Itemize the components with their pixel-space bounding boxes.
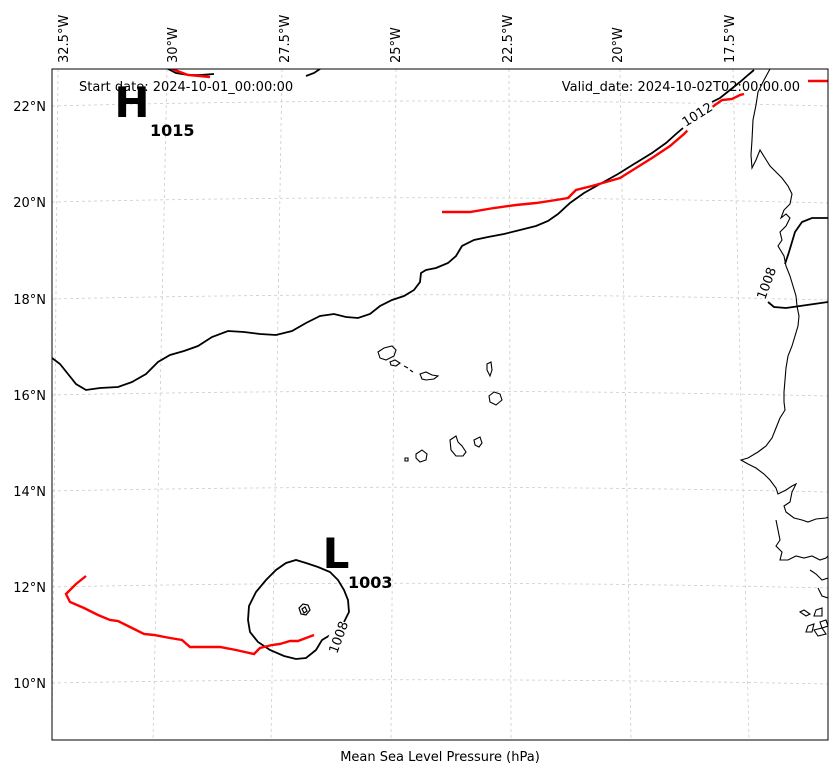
contour-label-bg <box>752 264 780 302</box>
map-frame <box>51 68 829 741</box>
africa-coast <box>739 69 828 523</box>
island <box>486 361 493 378</box>
isobar-inner <box>301 606 308 614</box>
gridline-lon <box>619 69 632 740</box>
gridline-lon <box>390 69 397 740</box>
lon-tick: 25°W <box>389 27 404 63</box>
lat-tick: 14°N <box>13 485 46 500</box>
lon-tick: 20°W <box>611 27 626 63</box>
gridline-lon <box>732 69 750 740</box>
isobar-low <box>247 559 350 660</box>
coastline <box>377 69 828 637</box>
island <box>389 359 401 367</box>
contour-label-bg <box>324 618 352 656</box>
island <box>403 365 414 373</box>
low-pressure-value: 1003 <box>348 573 393 592</box>
graticule <box>52 69 828 740</box>
africa-coast <box>798 569 828 637</box>
isobar-east <box>767 301 828 309</box>
lat-tick: 16°N <box>13 389 46 404</box>
gridline-lat <box>52 197 828 204</box>
gridline-lon <box>152 69 168 740</box>
isobar-top <box>305 69 321 77</box>
valid-date: Valid_date: 2024-10-02T02:00:00.00 <box>562 80 800 95</box>
gridline-lat <box>52 294 828 301</box>
contour-label-bg <box>677 96 717 132</box>
isobar-north <box>711 69 755 103</box>
lat-tick: 12°N <box>13 581 46 596</box>
lon-tick: 17.5°W <box>723 15 738 63</box>
high-pressure-value: 1015 <box>150 121 195 140</box>
gridline-lat <box>52 486 828 493</box>
gridline-lon <box>270 69 283 740</box>
lon-tick: 27.5°W <box>278 15 293 63</box>
start-date: Start date: 2024-10-01_00:00:00 <box>79 80 293 95</box>
x-axis-label: Mean Sea Level Pressure (hPa) <box>340 750 540 765</box>
front-top <box>171 69 211 79</box>
front-south <box>64 575 315 656</box>
isobar-east <box>784 217 828 265</box>
island <box>488 391 503 406</box>
gridline-lat <box>52 390 828 397</box>
island <box>449 435 467 457</box>
island <box>415 449 428 463</box>
island <box>473 436 483 448</box>
low-pressure-symbol: L <box>323 529 350 578</box>
gridline-lon <box>52 69 59 740</box>
plot-area <box>52 69 828 740</box>
gridline-lon <box>508 69 512 740</box>
isobars <box>52 69 828 660</box>
high-pressure-symbol: H <box>114 78 149 127</box>
lon-tick-labels: 32.5°W 30°W 27.5°W 25°W 22.5°W 20°W 17.5… <box>57 15 738 63</box>
africa-coast <box>775 519 828 561</box>
isobar-inner <box>298 603 311 616</box>
lat-tick: 20°N <box>13 196 46 211</box>
fronts <box>64 69 828 656</box>
lon-tick: 30°W <box>166 27 181 63</box>
lat-tick: 10°N <box>13 677 46 692</box>
front-north <box>442 92 745 214</box>
lat-tick: 22°N <box>13 100 46 115</box>
lat-tick-labels: 22°N 20°N 18°N 16°N 14°N 12°N 10°N <box>13 100 46 692</box>
gridline-lat <box>52 100 828 107</box>
lat-tick: 18°N <box>13 293 46 308</box>
island <box>404 457 409 462</box>
gridline-lat <box>52 679 828 685</box>
gridline-lat <box>52 582 828 589</box>
island <box>419 371 440 381</box>
lon-tick: 32.5°W <box>57 15 72 63</box>
island <box>377 345 397 361</box>
isobar-north <box>52 127 684 391</box>
lon-tick: 22.5°W <box>501 15 516 63</box>
